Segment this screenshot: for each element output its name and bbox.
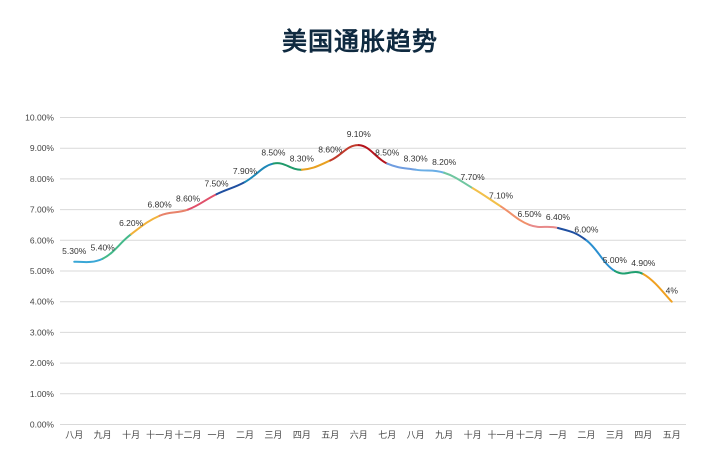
line-segment (300, 159, 332, 171)
x-tick-label: 四月 (634, 430, 652, 441)
data-label: 7.50% (204, 178, 229, 188)
data-line (73, 144, 673, 303)
data-label: 6.20% (119, 218, 144, 228)
line-segment (215, 180, 246, 196)
data-label: 6.80% (148, 200, 173, 210)
data-label: 5.40% (91, 243, 116, 253)
line-segment (556, 227, 588, 242)
y-tick-label: 1.00% (30, 389, 55, 399)
line-segment (357, 144, 389, 165)
data-label: 4.90% (631, 258, 656, 268)
data-label: 8.20% (432, 157, 457, 167)
x-tick-label: 五月 (321, 430, 339, 441)
y-tick-label: 3.00% (30, 327, 55, 337)
x-tick-label: 七月 (378, 430, 396, 441)
line-segment (187, 193, 218, 211)
x-tick-label: 十二月 (175, 429, 202, 441)
line-segment (130, 214, 161, 236)
data-label: 8.60% (176, 194, 201, 204)
line-segment (272, 162, 303, 171)
y-tick-label: 7.00% (30, 205, 55, 215)
line-segment (329, 144, 360, 162)
x-tick-label: 二月 (577, 430, 595, 441)
data-label: 6.50% (517, 209, 542, 219)
data-label: 5.30% (62, 246, 87, 256)
x-tick-label: 八月 (65, 430, 83, 441)
x-tick-label: 九月 (435, 430, 453, 441)
x-tick-label: 九月 (94, 430, 112, 441)
data-label: 5.00% (603, 255, 628, 265)
x-tick-label: 一月 (207, 430, 225, 441)
line-segment (101, 233, 133, 260)
y-tick-label: 8.00% (30, 174, 55, 184)
data-label: 9.10% (347, 129, 372, 139)
data-label: 8.30% (404, 154, 429, 164)
x-axis-ticks: 八月 九月 十月 十一月 十二月 一月 二月 三月 四月 五月 六月 七月 八月 九月 十月 十一月 十二月 一月… (65, 429, 681, 441)
x-tick-label: 八月 (407, 430, 425, 441)
y-tick-label: 6.00% (30, 235, 55, 245)
data-label: 7.90% (233, 166, 258, 176)
y-tick-label: 5.00% (30, 266, 55, 276)
gridlines (60, 117, 686, 425)
line-segment (386, 162, 417, 171)
y-tick-label: 4.00% (30, 297, 55, 307)
x-tick-label: 十月 (122, 429, 140, 441)
x-tick-label: 十二月 (516, 429, 543, 441)
line-segment (585, 239, 616, 272)
x-tick-label: 五月 (663, 430, 681, 441)
data-labels: 5.30% 5.40%6.20%6.80%8.60%7.50%7.90%8.50%… (62, 129, 678, 296)
data-label: 8.60% (318, 144, 343, 154)
y-axis-ticks: 0.00% 1.00% 2.00% 3.00% 4.00% 5.00% 6.00% 7.00%… (25, 113, 54, 430)
line-segment (500, 205, 531, 226)
y-tick-label: 9.00% (30, 143, 55, 153)
line-segment (471, 187, 503, 208)
x-tick-label: 四月 (293, 430, 311, 441)
y-tick-label: 2.00% (30, 358, 55, 368)
x-tick-label: 二月 (236, 430, 254, 441)
data-label: 7.10% (489, 191, 514, 201)
x-tick-label: 六月 (350, 429, 368, 441)
line-segment (158, 208, 190, 217)
x-tick-label: 十一月 (146, 429, 173, 441)
data-label: 6.40% (546, 212, 571, 222)
line-segment (243, 162, 275, 183)
x-tick-label: 三月 (606, 430, 624, 441)
y-tick-label: 0.00% (30, 420, 55, 430)
x-tick-label: 十一月 (488, 429, 515, 441)
x-tick-label: 三月 (264, 430, 282, 441)
data-label: 8.50% (261, 148, 286, 158)
data-label: 7.70% (461, 172, 486, 182)
line-segment (73, 257, 104, 264)
x-tick-label: 十月 (464, 429, 482, 441)
data-label: 6.00% (574, 224, 599, 234)
line-segment (613, 270, 645, 276)
data-label: 4% (666, 286, 679, 296)
y-tick-label: 10.00% (25, 113, 54, 123)
x-tick-label: 一月 (549, 430, 567, 441)
line-segment (642, 273, 673, 303)
data-label: 8.30% (290, 154, 315, 164)
line-segment (414, 168, 446, 174)
line-segment (443, 171, 474, 190)
line-segment (528, 223, 559, 230)
chart-title: 美国通胀趋势 (281, 27, 438, 56)
data-label: 8.50% (375, 148, 400, 158)
